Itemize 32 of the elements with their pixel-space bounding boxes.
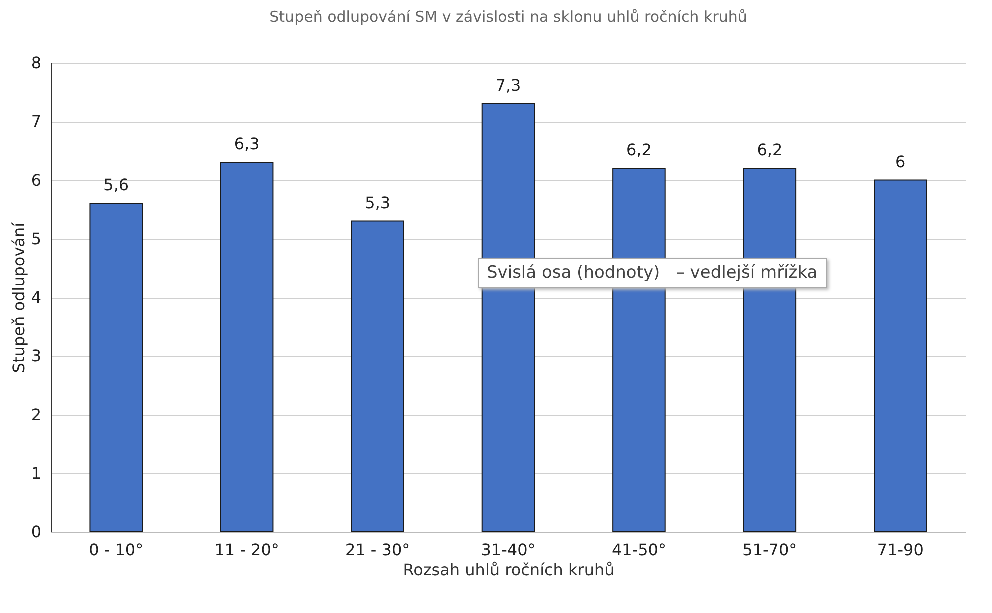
y-tick-label: 1	[31, 464, 42, 483]
x-tick-label: 31-40°	[481, 540, 536, 560]
x-axis-title: Rozsah uhlů ročních kruhů	[403, 560, 615, 580]
y-tick-label: 6	[31, 170, 42, 190]
x-tick-label: 51-70°	[742, 540, 798, 560]
y-tick-label: 2	[31, 405, 42, 424]
data-label: 6,3	[234, 134, 260, 154]
data-label: 7,3	[496, 76, 522, 96]
chart-title: Stupeň odlupování SM v závislosti na sklonu uhlů ročních kruhů	[270, 8, 748, 26]
bar	[351, 220, 404, 532]
data-label: 6	[896, 152, 906, 172]
y-tick-label: 4	[31, 288, 42, 307]
x-tick-label: 71-90	[877, 540, 924, 560]
bar	[482, 104, 536, 532]
bar	[874, 180, 928, 532]
y-axis-title: Stupeň odlupování	[9, 222, 28, 374]
bar	[220, 162, 274, 532]
x-tick-label: 11 - 20°	[214, 540, 280, 560]
annotation: Svislá osa (hodnoty) – vedlejší mřížka	[478, 258, 827, 288]
data-label: 6,2	[757, 140, 783, 160]
y-tick-label: 0	[31, 522, 42, 542]
x-tick-label: 41-50°	[612, 540, 666, 560]
data-label: 5,6	[104, 176, 130, 195]
data-label: 6,2	[626, 140, 652, 160]
y-tick-label: 5	[31, 229, 42, 248]
bar	[90, 203, 143, 532]
y-tick-label: 8	[31, 54, 42, 72]
y-tick-label: 7	[31, 112, 42, 132]
x-tick-label: 21 - 30°	[345, 540, 410, 560]
x-tick-label: 0 - 10°	[89, 540, 144, 560]
y-tick-label: 3	[31, 346, 42, 366]
data-label: 5,3	[365, 193, 391, 212]
